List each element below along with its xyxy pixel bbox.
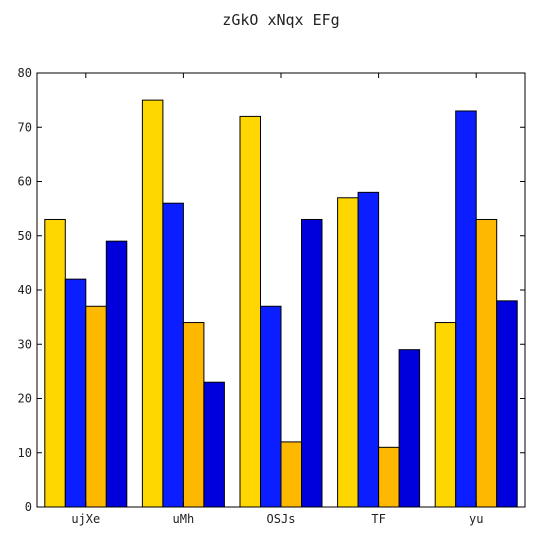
bar-yu-s1 <box>434 322 457 508</box>
bar-yu-s4 <box>496 300 518 508</box>
y-tick-label-60: 60 <box>18 175 32 189</box>
y-tick-label-30: 30 <box>18 337 32 351</box>
bar-ujXe-s2 <box>64 278 87 508</box>
bar-OSJs-s1 <box>239 115 261 508</box>
x-tick-label-ujXe: ujXe <box>71 512 100 526</box>
bar-TF-s3 <box>378 446 400 508</box>
y-tick-label-50: 50 <box>18 229 32 243</box>
bar-uMh-s2 <box>162 202 184 508</box>
bar-TF-s4 <box>398 349 421 508</box>
y-tick-label-70: 70 <box>18 120 32 134</box>
y-tick-label-20: 20 <box>18 392 32 406</box>
bar-OSJs-s2 <box>260 305 282 508</box>
x-tick-label-OSJs: OSJs <box>267 512 296 526</box>
chart-title: zGkO xNqx EFg <box>222 11 339 29</box>
bar-TF-s1 <box>337 197 359 508</box>
bar-TF-s2 <box>357 191 380 508</box>
y-tick-label-80: 80 <box>18 66 32 80</box>
y-tick-label-10: 10 <box>18 446 32 460</box>
axes-layer: 0 10 20 30 40 50 60 70 80 ujXe uMh OSJs TF yu <box>18 66 526 526</box>
y-tick-label-40: 40 <box>18 283 32 297</box>
x-tick-label-TF: TF <box>371 512 385 526</box>
bar-yu-s3 <box>475 218 498 508</box>
bar-OSJs-s3 <box>280 441 302 508</box>
bar-uMh-s1 <box>141 99 164 508</box>
bar-uMh-s3 <box>182 322 205 508</box>
bar-yu-s2 <box>455 110 477 508</box>
bar-ujXe-s3 <box>85 305 107 508</box>
bar-OSJs-s4 <box>301 218 323 508</box>
bar-uMh-s4 <box>203 381 225 508</box>
y-tick-label-0: 0 <box>25 500 32 514</box>
x-tick-label-yu: yu <box>469 512 483 526</box>
bar-ujXe-s1 <box>44 218 66 508</box>
x-tick-label-uMh: uMh <box>173 512 195 526</box>
bar-ujXe-s4 <box>105 240 128 508</box>
bars-layer <box>44 99 518 508</box>
